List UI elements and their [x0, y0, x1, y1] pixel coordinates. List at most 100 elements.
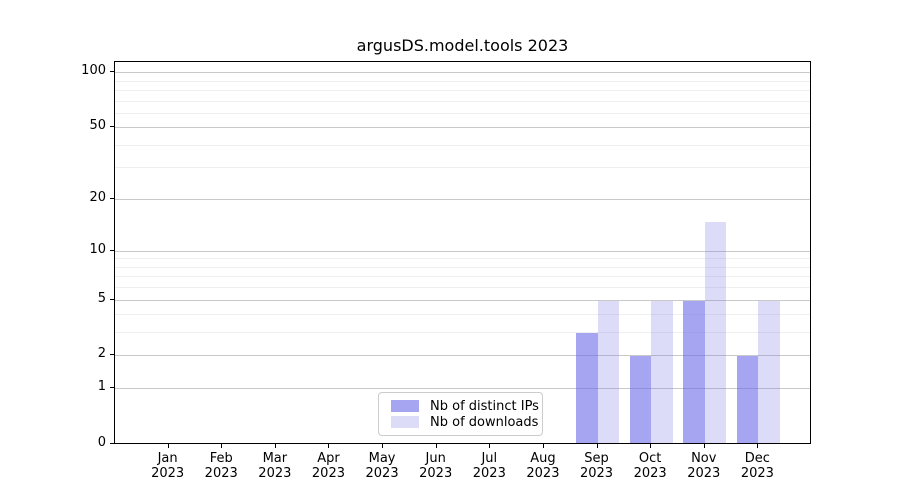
y-axis-tick-label: 20	[89, 189, 106, 205]
bar-downloads-oct	[651, 300, 673, 443]
gridline-major	[115, 250, 810, 252]
x-tick-month: Jan	[157, 451, 178, 466]
y-axis-tick	[110, 298, 114, 300]
x-axis-tick-label: Nov 2023	[672, 451, 736, 481]
x-axis-tick-label: May 2023	[350, 451, 414, 481]
gridline-minor	[115, 287, 810, 289]
x-tick-year: 2023	[204, 466, 238, 481]
y-axis-tick-label: 10	[89, 241, 106, 257]
x-tick-month: Feb	[209, 451, 233, 466]
x-axis-tick-label: Oct 2023	[618, 451, 682, 481]
x-axis-tick	[274, 444, 276, 448]
legend-label-distinct-ips: Nb of distinct IPs	[430, 398, 539, 414]
gridline-minor	[115, 266, 810, 268]
gridline-minor	[115, 314, 810, 316]
bar-downloads-sep	[597, 300, 620, 443]
y-axis-tick-label: 0	[97, 435, 106, 450]
x-tick-year: 2023	[151, 466, 185, 481]
x-tick-month: Aug	[530, 451, 556, 466]
x-axis-tick-label: Apr 2023	[296, 451, 360, 481]
x-tick-month: Apr	[317, 451, 340, 466]
bar-distinct-ips-oct	[629, 356, 652, 443]
gridline-minor	[115, 112, 810, 114]
y-axis-tick-label: 50	[89, 118, 106, 134]
x-axis-tick	[596, 444, 598, 448]
x-axis-tick	[167, 444, 169, 448]
x-axis-tick-label: Jul 2023	[457, 451, 521, 481]
x-tick-year: 2023	[633, 466, 667, 481]
chart-title: argusDS.model.tools 2023	[356, 36, 569, 55]
x-tick-month: Jun	[425, 451, 446, 466]
x-axis-tick	[703, 444, 705, 448]
gridline-major	[115, 388, 810, 390]
x-axis-tick-label: Jan 2023	[136, 451, 200, 481]
gridline-major	[115, 198, 810, 200]
y-axis-tick	[110, 249, 114, 251]
x-tick-month: Nov	[691, 451, 717, 466]
y-axis-tick-label: 1	[97, 379, 106, 395]
x-tick-month: Mar	[262, 451, 288, 466]
gridline-major	[115, 127, 810, 129]
x-tick-month: May	[368, 451, 396, 466]
x-axis-tick-label: Aug 2023	[511, 451, 575, 481]
gridline-major	[115, 299, 810, 301]
bar-distinct-ips-nov	[683, 300, 705, 443]
x-tick-year: 2023	[472, 466, 506, 481]
legend-swatch-distinct-ips-icon	[391, 400, 419, 412]
x-axis-tick	[489, 444, 491, 448]
gridline-major	[115, 72, 810, 74]
gridline-minor	[115, 167, 810, 169]
plot-area	[114, 61, 811, 444]
x-axis-tick	[542, 444, 544, 448]
gridline-minor	[115, 258, 810, 260]
y-axis-tick	[110, 443, 114, 444]
legend-item-downloads: Nb of downloads	[391, 414, 538, 430]
x-tick-month: Oct	[638, 451, 662, 466]
y-axis-tick-label: 2	[97, 346, 106, 362]
x-axis-tick	[328, 444, 330, 448]
y-axis-tick-label: 5	[97, 290, 106, 306]
x-axis-tick	[221, 444, 223, 448]
gridline-major	[115, 355, 810, 357]
legend-swatch-downloads-icon	[391, 416, 419, 428]
gridline-minor	[115, 332, 810, 334]
x-axis-tick	[757, 444, 759, 448]
y-axis-tick	[110, 387, 114, 389]
x-tick-year: 2023	[311, 466, 345, 481]
bar-downloads-nov	[704, 221, 727, 443]
x-axis-tick	[435, 444, 437, 448]
x-axis-tick	[382, 444, 384, 448]
x-tick-year: 2023	[419, 466, 453, 481]
y-axis-tick	[110, 197, 114, 199]
y-axis-tick	[110, 71, 114, 73]
legend-label-downloads: Nb of downloads	[430, 414, 539, 430]
gridline-minor	[115, 100, 810, 102]
y-axis-tick	[110, 126, 114, 128]
gridline-minor	[115, 144, 810, 146]
bar-downloads-dec	[758, 300, 780, 443]
x-axis-tick-label: Feb 2023	[189, 451, 253, 481]
gridline-minor	[115, 89, 810, 91]
x-tick-year: 2023	[687, 466, 721, 481]
x-axis-tick-label: Mar 2023	[243, 451, 307, 481]
gridline-minor	[115, 276, 810, 278]
x-tick-year: 2023	[526, 466, 560, 481]
x-axis-tick-label: Jun 2023	[404, 451, 468, 481]
bar-distinct-ips-dec	[736, 356, 759, 443]
y-axis-tick	[110, 354, 114, 356]
y-axis-tick-label: 100	[81, 63, 106, 79]
bar-distinct-ips-sep	[576, 333, 598, 443]
legend: Nb of distinct IPs Nb of downloads	[378, 392, 543, 436]
x-tick-month: Jul	[481, 451, 498, 466]
x-axis-tick-label: Sep 2023	[565, 451, 629, 481]
x-axis-tick	[650, 444, 652, 448]
x-tick-year: 2023	[365, 466, 399, 481]
x-tick-month: Dec	[744, 451, 770, 466]
x-tick-year: 2023	[258, 466, 292, 481]
x-tick-year: 2023	[579, 466, 614, 481]
x-axis-tick-label: Dec 2023	[725, 451, 789, 481]
legend-item-distinct-ips: Nb of distinct IPs	[391, 398, 539, 414]
gridline-minor	[115, 80, 810, 82]
x-tick-month: Sep	[584, 451, 609, 466]
